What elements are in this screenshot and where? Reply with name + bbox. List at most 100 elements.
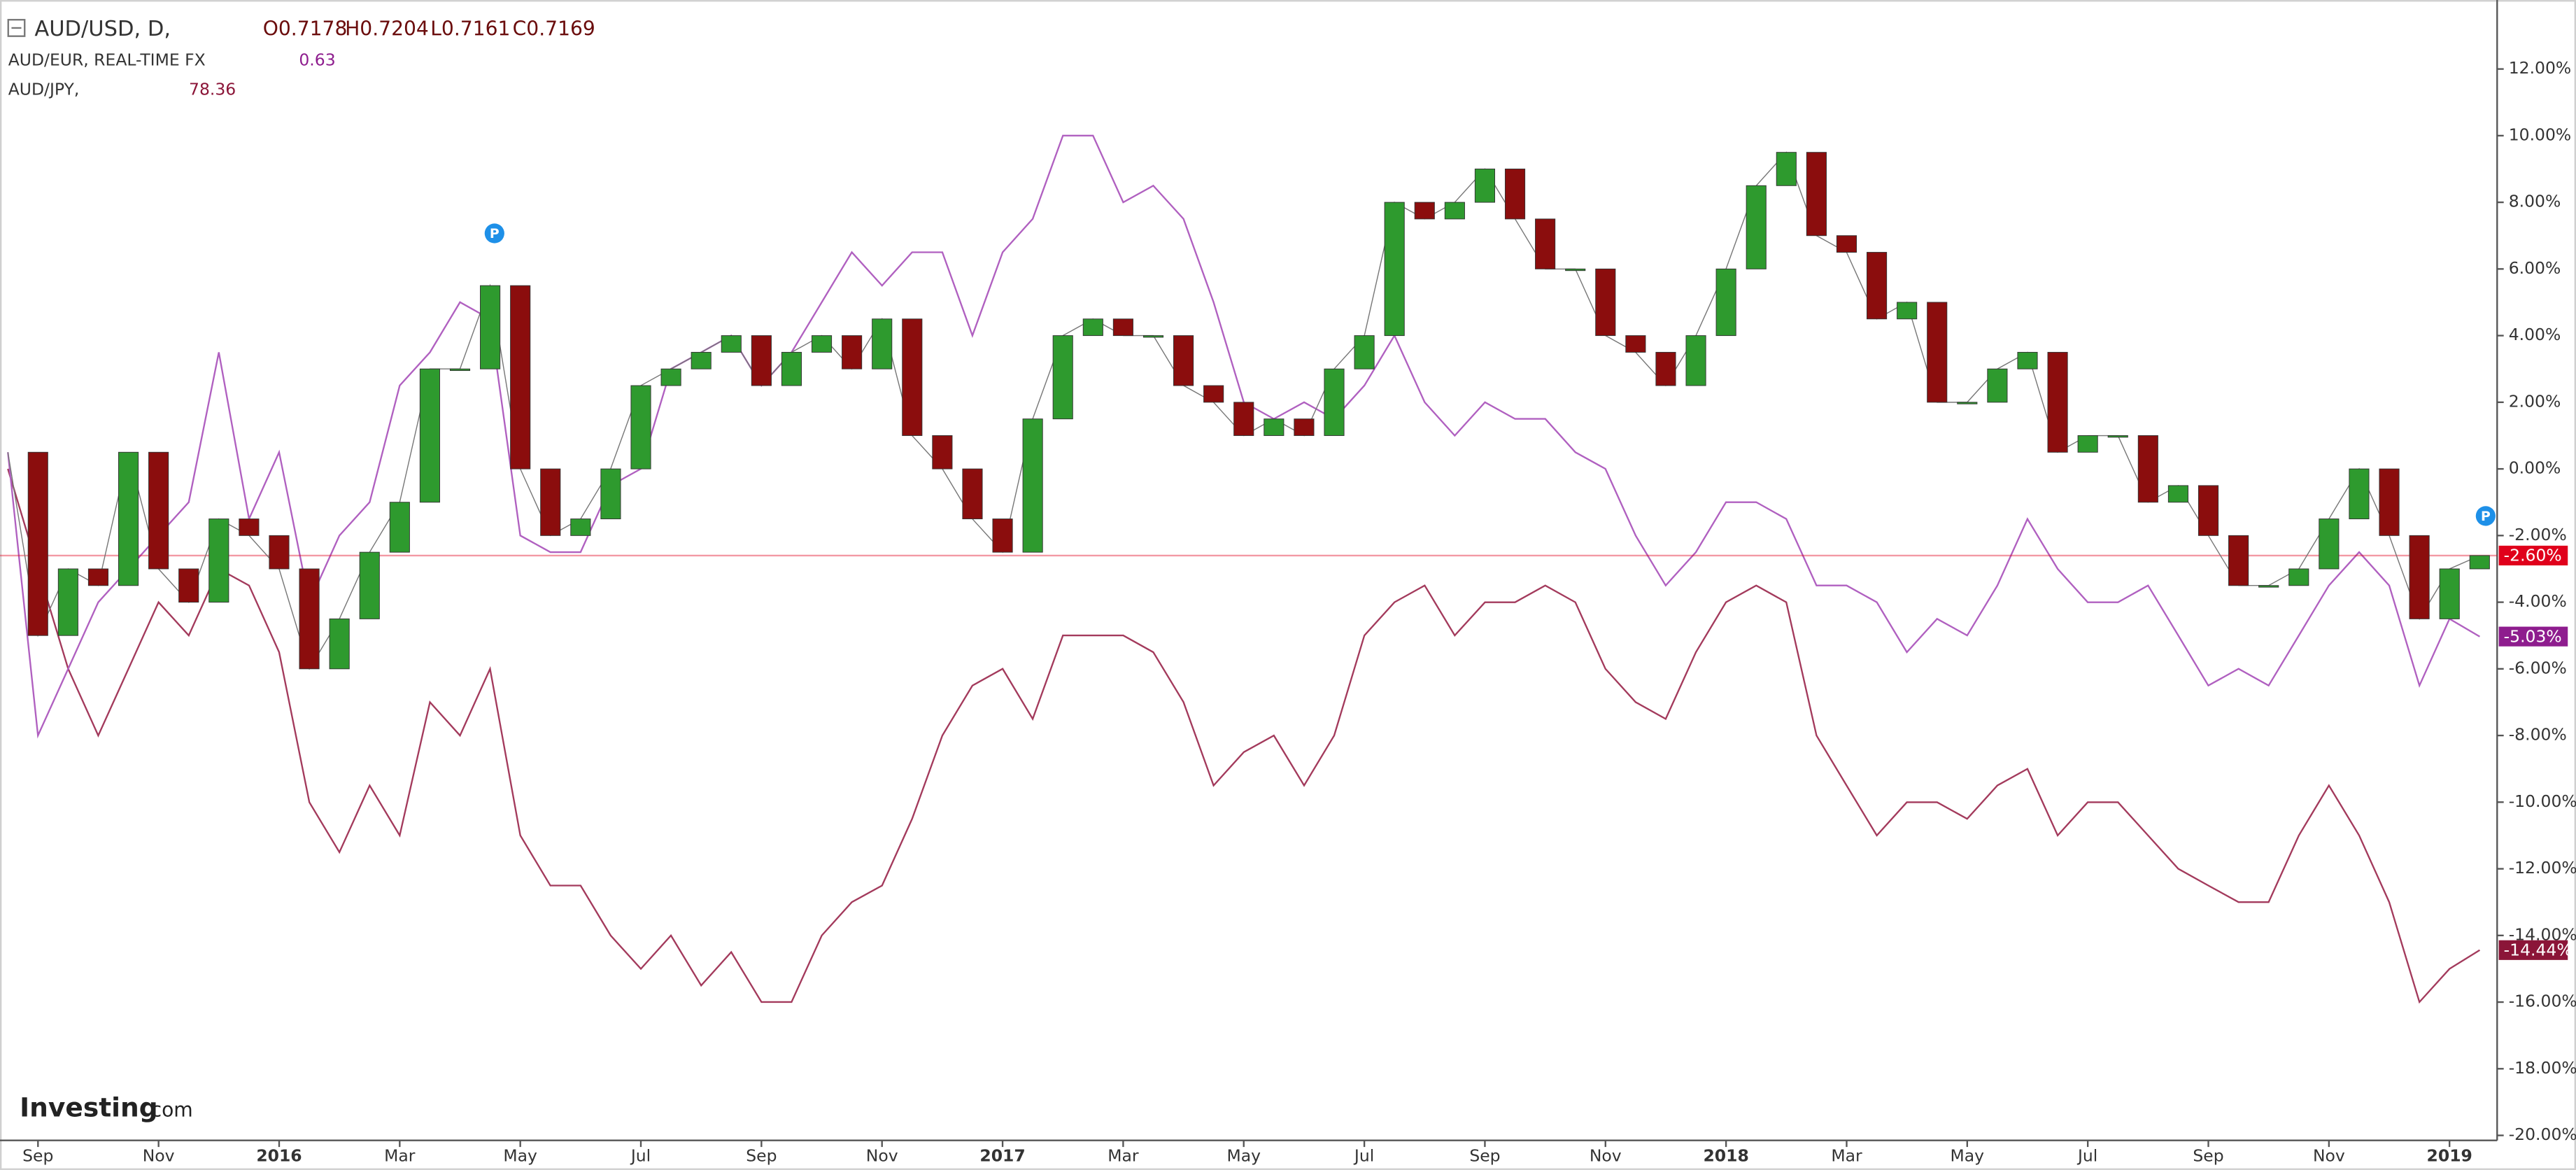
candle	[1776, 152, 1797, 186]
candle	[329, 618, 350, 670]
x-tick-label: Sep	[2193, 1146, 2223, 1166]
last-value-label: -2.60%	[2504, 546, 2562, 565]
candle	[1806, 152, 1827, 237]
quote-open: O0.7178	[263, 17, 348, 40]
candle	[540, 468, 561, 536]
candle	[1264, 418, 1285, 436]
candle	[600, 468, 621, 519]
candle	[1112, 318, 1133, 337]
series-quote: 78.36	[189, 80, 236, 99]
x-tick-label: May	[1951, 1146, 1985, 1166]
candle	[1203, 385, 1224, 403]
candle	[1474, 169, 1495, 203]
series-name: AUD/USD, D,	[34, 17, 171, 41]
candle	[2319, 519, 2340, 570]
x-tick-label: Sep	[1469, 1146, 1500, 1166]
candle	[2077, 435, 2098, 453]
y-tick-label: -2.00%	[2509, 525, 2567, 544]
y-tick-label: -20.00%	[2509, 1125, 2576, 1144]
candle	[2469, 555, 2490, 570]
series-line	[7, 468, 2481, 1004]
last-value-box	[2498, 940, 2568, 960]
candle	[2409, 535, 2430, 619]
candle	[660, 368, 681, 386]
candle	[148, 451, 169, 570]
candle	[1655, 351, 1676, 386]
last-value-label: -14.44%	[2504, 940, 2573, 959]
candle	[902, 318, 923, 436]
candle	[932, 435, 953, 470]
candle	[419, 368, 440, 503]
candle	[2198, 485, 2219, 536]
candle	[811, 335, 833, 353]
y-tick-label: 4.00%	[2509, 325, 2561, 344]
quote-close: C0.7169	[513, 17, 595, 40]
candle	[27, 451, 48, 636]
brand: Investing	[20, 1092, 157, 1123]
candle	[239, 519, 260, 536]
x-tick-label: 2019	[2427, 1146, 2472, 1166]
candle	[751, 335, 772, 386]
candle	[2379, 468, 2400, 536]
y-tick-label: 12.00%	[2509, 58, 2572, 78]
y-tick-label: -16.00%	[2509, 992, 2576, 1011]
candle	[2258, 585, 2279, 588]
candle	[480, 285, 501, 369]
y-tick-label: 0.00%	[2509, 458, 2561, 478]
candle	[1324, 368, 1345, 436]
candle	[1565, 268, 1586, 272]
candle	[570, 519, 591, 536]
x-tick-label: Nov	[2313, 1146, 2345, 1166]
x-tick-label: 2016	[256, 1146, 302, 1166]
candle	[1504, 169, 1526, 220]
event-marker	[2475, 506, 2496, 526]
x-tick-label: Sep	[746, 1146, 777, 1166]
candle	[208, 519, 229, 603]
candle	[781, 351, 802, 386]
candle	[1233, 402, 1254, 436]
candle	[1142, 335, 1164, 338]
candle	[1022, 418, 1043, 553]
y-tick-label: -12.00%	[2509, 858, 2576, 878]
candle	[721, 335, 742, 353]
quote-high: H0.7204	[345, 17, 429, 40]
candle	[992, 519, 1013, 553]
candle	[630, 385, 651, 470]
candle	[2167, 485, 2188, 503]
legend-header: AUD/USD, D, O0.7178 H0.7204 L0.7161 C0.7…	[7, 17, 595, 1123]
candle	[2017, 351, 2038, 369]
candle	[962, 468, 983, 519]
event-marker	[484, 223, 504, 244]
y-tick-label: -18.00%	[2509, 1058, 2576, 1078]
x-tick-label: 2018	[1703, 1146, 1748, 1166]
x-tick-label: Sep	[22, 1146, 53, 1166]
candle	[2349, 468, 2370, 519]
candle	[359, 551, 380, 619]
event-marker-label: P	[2481, 509, 2491, 524]
y-tick-label: -10.00%	[2509, 791, 2576, 811]
candle	[1444, 202, 1465, 220]
candle	[389, 502, 410, 553]
collapse-icon[interactable]	[7, 19, 26, 37]
last-value-box	[2498, 626, 2568, 647]
candle	[1414, 202, 1435, 220]
x-tick-label: Nov	[866, 1146, 898, 1166]
x-tick-label: Mar	[1107, 1146, 1139, 1166]
candle	[1595, 268, 1616, 337]
candle	[510, 285, 531, 470]
candle	[178, 568, 199, 603]
y-tick-label: -6.00%	[2509, 658, 2567, 677]
candle	[1987, 368, 2008, 403]
candle	[57, 568, 78, 636]
candle	[1746, 185, 1767, 269]
candle	[1354, 335, 1375, 369]
y-tick-label: 10.00%	[2509, 125, 2572, 144]
candle	[269, 535, 290, 570]
candle	[2439, 568, 2460, 619]
x-tick-label: Nov	[1590, 1146, 1622, 1166]
candle	[1715, 268, 1736, 337]
candle	[118, 451, 139, 586]
last-value-box	[2498, 545, 2568, 566]
brand-suffix: .com	[145, 1098, 193, 1121]
